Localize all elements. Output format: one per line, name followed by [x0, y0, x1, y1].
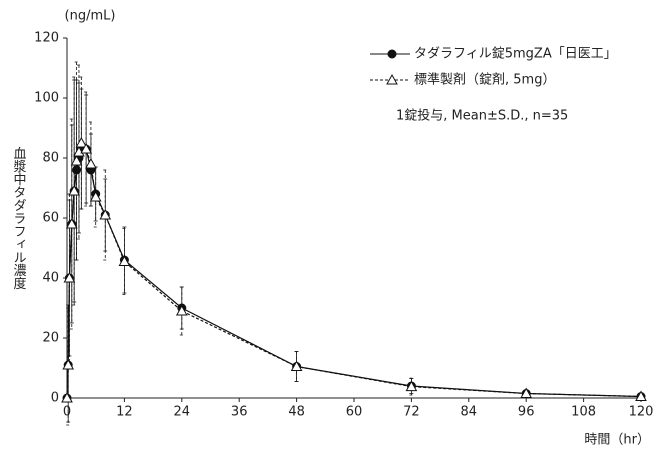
error-bar — [72, 76, 77, 306]
marker — [635, 390, 647, 401]
marker — [65, 217, 78, 229]
x-tick-label: 108 — [571, 405, 596, 420]
marker — [63, 271, 76, 283]
x-axis-label: 時間（hr） — [584, 433, 650, 448]
y-tick-label: 60 — [42, 211, 59, 226]
y-tick-label: 20 — [42, 331, 59, 346]
y-tick-label: 120 — [34, 31, 59, 46]
annotation: 1錠投与, Mean±S.D., n=35 — [396, 108, 568, 124]
y-tick-label: 80 — [42, 151, 59, 166]
marker — [80, 142, 92, 154]
x-tick-label: 120 — [629, 405, 654, 420]
marker — [118, 255, 131, 266]
legend-marker — [386, 73, 398, 85]
marker — [70, 154, 83, 166]
error-bar — [179, 286, 184, 336]
series-line — [66, 141, 642, 399]
marker — [62, 358, 75, 370]
marker — [99, 208, 112, 220]
x-tick-label: 96 — [518, 405, 535, 420]
marker — [405, 380, 418, 392]
y-axis-label: 血漿中タダラフィル濃度 — [11, 147, 27, 290]
x-tick-label: 72 — [403, 405, 420, 420]
marker — [75, 136, 88, 148]
marker — [85, 157, 97, 169]
marker — [68, 184, 81, 196]
legend-label: タダラフィル錠5mgZA「日医工」 — [414, 47, 617, 62]
marker — [290, 360, 303, 371]
y-tick-label: 0 — [51, 391, 59, 406]
marker — [175, 304, 188, 316]
legend-marker — [387, 49, 397, 59]
x-tick-label: 12 — [116, 405, 133, 420]
x-tick-label: 60 — [346, 405, 363, 420]
x-tick-label: 24 — [174, 405, 191, 420]
marker — [520, 387, 533, 398]
x-tick-label: 84 — [461, 405, 478, 420]
y-tick-label: 40 — [42, 271, 59, 286]
series-line — [66, 148, 642, 399]
marker — [89, 190, 102, 202]
legend-label: 標準製剤（錠剤, 5mg） — [414, 72, 555, 88]
y-unit: (ng/mL) — [65, 9, 116, 24]
x-tick-label: 48 — [288, 405, 305, 420]
marker — [61, 391, 73, 403]
y-tick-label: 100 — [34, 91, 59, 106]
x-tick-label: 0 — [63, 405, 71, 420]
x-tick-label: 36 — [231, 405, 248, 420]
